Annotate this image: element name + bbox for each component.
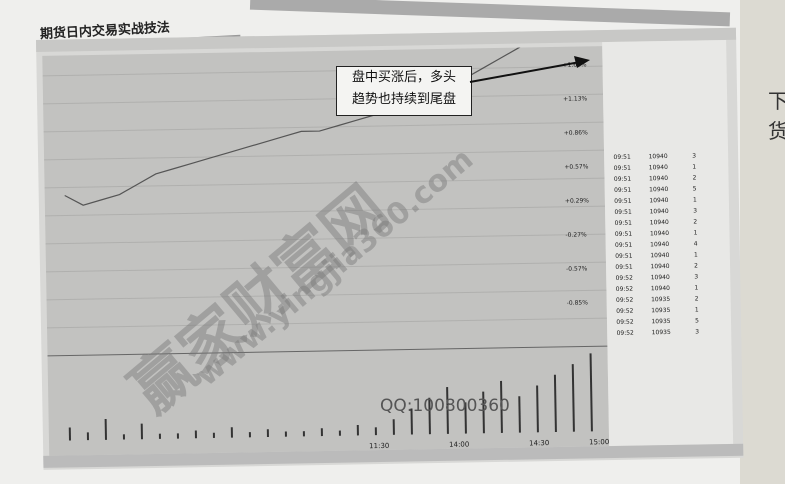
x-tick-label: 14:00 (449, 440, 469, 448)
facing-text: 货 (768, 119, 785, 143)
volume-bar (571, 364, 575, 432)
volume-bar (428, 397, 431, 435)
divider (47, 345, 608, 357)
volume-bar (482, 391, 485, 434)
volume-bar (230, 427, 233, 438)
volume-bar (86, 432, 89, 441)
volume-bar (176, 433, 179, 439)
volume-bar (302, 431, 305, 437)
gridline (46, 261, 606, 273)
volume-bar (248, 432, 251, 438)
volume-bar (266, 429, 269, 438)
volume-bar (410, 408, 413, 435)
gridline (44, 149, 605, 161)
x-tick-label: 14:30 (529, 439, 549, 447)
volume-bar (536, 385, 539, 433)
gridline (42, 65, 603, 77)
volume-bar (553, 374, 557, 433)
gridline (45, 205, 605, 217)
volume-bar (194, 430, 197, 439)
y-tick-label: -0.57% (566, 265, 588, 272)
gridline (43, 121, 604, 133)
facing-page: 下 货 (740, 0, 785, 484)
intraday-chart: +1.63% +1.13% +0.86% +0.57% +0.29% -0.27% -0.5… (42, 0, 609, 456)
volume-bar (284, 431, 287, 437)
y-tick-label: -0.85% (567, 299, 589, 306)
price-line (64, 0, 592, 206)
gridline (44, 177, 605, 189)
volume-bar (446, 387, 449, 434)
y-tick-label: +0.29% (565, 197, 590, 204)
watermark-qq: QQ:100800360 (380, 396, 510, 416)
y-tick-label: +0.57% (564, 163, 589, 170)
volume-bar (320, 428, 323, 437)
trading-window: +1.63% +1.13% +0.86% +0.57% +0.29% -0.27% -0.5… (36, 0, 744, 470)
gridline (46, 289, 607, 301)
y-tick-label: +0.86% (564, 129, 589, 136)
volume-bar (464, 402, 467, 434)
volume-bar (518, 396, 521, 433)
volume-bar (500, 380, 503, 433)
gridline (47, 317, 607, 329)
y-tick-label: +1.13% (563, 95, 588, 102)
volume-bar (158, 433, 161, 439)
y-tick-label: +1.63% (562, 61, 587, 68)
y-tick-label: -0.27% (565, 231, 587, 238)
volume-bar (392, 419, 395, 435)
volume-bar (68, 427, 71, 441)
annotation-box: 盘中买涨后，多头 趋势也持续到尾盘 (336, 66, 472, 116)
volume-bar (104, 419, 107, 440)
volume-bar (140, 423, 143, 440)
x-tick-label: 15:00 (589, 438, 609, 446)
volume-bar (374, 427, 377, 436)
gridline (45, 233, 606, 245)
volume-bar (212, 432, 215, 438)
annotation-line: 趋势也持续到尾盘 (351, 92, 456, 107)
x-tick-label: 11:30 (369, 442, 389, 450)
chart-svg: +1.63% +1.13% +0.86% +0.57% +0.29% -0.27% -0.5… (42, 0, 609, 450)
annotation-line: 盘中买涨后，多头 (351, 70, 456, 85)
volume-bar (589, 353, 593, 432)
gridline (43, 93, 604, 105)
volume-bar (122, 434, 125, 440)
volume-bar (338, 430, 341, 436)
facing-text: 下 (768, 89, 785, 113)
volume-bar (356, 425, 359, 436)
